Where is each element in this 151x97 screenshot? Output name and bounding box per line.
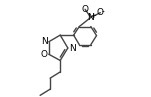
Text: N: N <box>87 13 94 22</box>
Text: O: O <box>97 8 104 17</box>
Text: +: + <box>90 13 96 19</box>
Text: N: N <box>41 37 48 46</box>
Text: N: N <box>69 44 76 52</box>
Text: -: - <box>102 7 105 16</box>
Text: O: O <box>82 5 88 14</box>
Text: O: O <box>41 50 48 59</box>
